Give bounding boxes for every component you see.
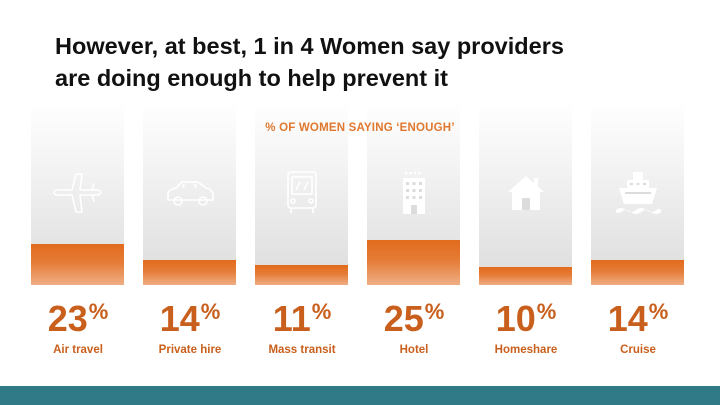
bar-fill-cruise (591, 259, 684, 285)
footer-bar (0, 386, 720, 405)
bar-homeshare (479, 100, 572, 285)
value-label-homeshare: 10% (495, 298, 557, 339)
bar-track (255, 100, 348, 285)
car-icon (162, 168, 218, 218)
bar-mass-transit (255, 100, 348, 285)
slide-title: However, at best, 1 in 4 Women say provi… (55, 30, 695, 94)
category-label-hotel: Hotel (399, 344, 429, 356)
value-label-hotel: 25% (383, 298, 445, 339)
bar-cruise (591, 100, 684, 285)
category-label-cruise: Cruise (620, 344, 656, 356)
value-label-mass-transit: 11% (272, 298, 332, 339)
bar-fill-hotel (367, 240, 460, 285)
value-label-air-travel: 23% (47, 298, 109, 339)
bar-fill-homeshare (479, 267, 572, 285)
category-label-mass-transit: Mass transit (268, 344, 336, 356)
house-icon (498, 168, 554, 218)
bar-fill-air-travel (31, 243, 124, 285)
value-label-private-hire: 14% (159, 298, 221, 339)
category-label-homeshare: Homeshare (494, 344, 558, 356)
category-label-air-travel: Air travel (53, 344, 103, 356)
airplane-icon (50, 168, 106, 218)
title-line-2: are doing enough to help prevent it (55, 65, 448, 91)
bar-fill-private-hire (143, 259, 236, 285)
bar-private-hire (143, 100, 236, 285)
category-label-private-hire: Private hire (158, 344, 222, 356)
bar-fill-mass-transit (255, 265, 348, 285)
bar-air-travel (31, 100, 124, 285)
chart-title: % OF WOMEN SAYING ‘ENOUGH’ (265, 122, 455, 134)
bar-track (143, 100, 236, 285)
bar-hotel (367, 100, 460, 285)
cruise-ship-icon (610, 168, 666, 218)
title-line-1: However, at best, 1 in 4 Women say provi… (55, 33, 564, 59)
bus-icon (274, 168, 330, 218)
hotel-building-icon (386, 168, 442, 218)
value-label-cruise: 14% (607, 298, 669, 339)
